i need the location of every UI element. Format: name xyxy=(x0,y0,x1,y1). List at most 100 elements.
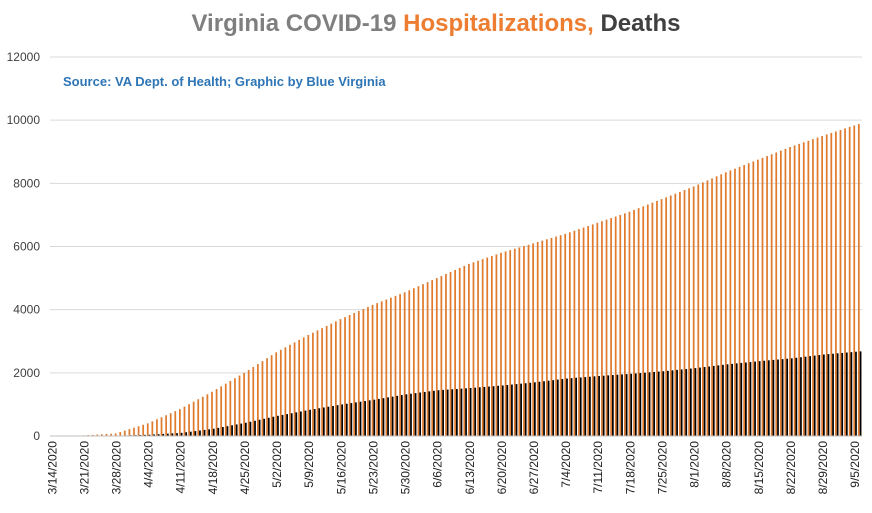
bar-deaths xyxy=(694,368,697,436)
bar-deaths xyxy=(790,358,793,436)
bar-hospitalizations xyxy=(426,282,429,436)
bar-hospitalizations xyxy=(729,170,732,437)
bar-hospitalizations xyxy=(550,237,553,436)
bar-deaths xyxy=(332,405,334,436)
bar-hospitalizations xyxy=(527,244,530,436)
bar-deaths xyxy=(231,425,233,436)
bar-hospitalizations xyxy=(279,349,282,436)
bar-deaths xyxy=(400,395,403,436)
bar-deaths xyxy=(176,433,178,436)
bar-hospitalizations xyxy=(403,292,406,436)
bar-hospitalizations xyxy=(270,355,273,436)
bar-deaths xyxy=(712,365,715,436)
x-tick-label: 5/23/2020 xyxy=(366,441,380,495)
bar-hospitalizations xyxy=(422,284,424,436)
bar-hospitalizations xyxy=(495,254,498,436)
bar-deaths xyxy=(524,383,527,436)
bar-deaths xyxy=(478,387,481,436)
bar-hospitalizations xyxy=(825,134,828,436)
bar-hospitalizations xyxy=(325,325,328,436)
bar-deaths xyxy=(277,415,279,436)
bar-deaths xyxy=(520,383,522,436)
bar-hospitalizations xyxy=(853,125,856,436)
bar-deaths xyxy=(359,401,362,436)
bar-deaths xyxy=(162,433,165,436)
bar-hospitalizations xyxy=(302,337,305,436)
bar-hospitalizations xyxy=(344,317,346,436)
bar-hospitalizations xyxy=(334,321,337,436)
bar-hospitalizations xyxy=(610,218,612,436)
bar-hospitalizations xyxy=(247,369,250,436)
bar-deaths xyxy=(166,433,169,436)
bar-hospitalizations xyxy=(757,159,759,436)
bar-deaths xyxy=(153,434,155,436)
bar-deaths xyxy=(818,355,821,436)
bar-deaths xyxy=(836,353,839,436)
bar-deaths xyxy=(318,408,321,436)
bar-deaths xyxy=(630,373,633,436)
bar-hospitalizations xyxy=(793,145,796,436)
bar-hospitalizations xyxy=(169,413,172,436)
bar-deaths xyxy=(437,390,440,436)
bar-hospitalizations xyxy=(477,260,479,436)
bar-deaths xyxy=(772,359,775,436)
bar-hospitalizations xyxy=(628,211,631,436)
bar-deaths xyxy=(327,406,330,436)
bar-deaths xyxy=(419,392,422,436)
bar-hospitalizations xyxy=(105,434,108,436)
x-tick-label: 5/2/2020 xyxy=(270,441,284,488)
y-tick-label: 8000 xyxy=(13,176,40,190)
bar-deaths xyxy=(552,380,555,436)
y-tick-label: 12000 xyxy=(7,50,41,64)
bar-deaths xyxy=(657,371,660,436)
bar-hospitalizations xyxy=(151,421,154,436)
bar-hospitalizations xyxy=(568,232,571,436)
bar-hospitalizations xyxy=(573,230,576,436)
bar-hospitalizations xyxy=(692,186,695,436)
bar-hospitalizations xyxy=(738,166,741,436)
bar-deaths xyxy=(226,426,229,436)
bar-hospitalizations xyxy=(146,423,149,436)
bar-hospitalizations xyxy=(770,154,773,436)
bar-hospitalizations xyxy=(486,257,489,436)
bar-deaths xyxy=(414,393,417,436)
bar-hospitalizations xyxy=(546,239,548,436)
bar-deaths xyxy=(304,410,307,436)
bar-deaths xyxy=(446,389,449,436)
bar-deaths xyxy=(547,380,550,436)
bar-deaths xyxy=(258,419,261,436)
bar-hospitalizations xyxy=(289,344,291,436)
bar-hospitalizations xyxy=(633,209,635,436)
bar-hospitalizations xyxy=(293,342,296,436)
chart-title: Virginia COVID-19 Hospitalizations, Deat… xyxy=(0,10,872,38)
bar-hospitalizations xyxy=(266,358,268,436)
bar-hospitalizations xyxy=(348,315,351,436)
bar-hospitalizations xyxy=(812,139,814,436)
bar-deaths xyxy=(731,363,733,436)
bar-hospitalizations xyxy=(275,352,278,436)
bar-hospitalizations xyxy=(669,195,672,436)
bar-deaths xyxy=(272,416,275,436)
bar-deaths xyxy=(676,369,678,436)
bar-deaths xyxy=(442,389,444,436)
x-tick-label: 9/5/2020 xyxy=(848,441,862,488)
bar-hospitalizations xyxy=(408,290,411,436)
x-tick-label: 3/14/2020 xyxy=(45,441,59,495)
bar-hospitalizations xyxy=(518,247,521,436)
bar-hospitalizations xyxy=(706,180,709,436)
bar-deaths xyxy=(745,362,747,436)
bar-hospitalizations xyxy=(624,213,626,436)
bar-deaths xyxy=(767,360,770,436)
bar-deaths xyxy=(639,373,642,436)
bar-hospitalizations xyxy=(224,383,227,436)
bar-deaths xyxy=(396,395,399,436)
bar-deaths xyxy=(859,351,862,436)
bar-hospitalizations xyxy=(642,206,645,436)
bar-deaths xyxy=(290,413,293,436)
bar-hospitalizations xyxy=(821,135,823,436)
bar-hospitalizations xyxy=(160,417,163,436)
bar-deaths xyxy=(533,382,536,436)
bar-deaths xyxy=(579,377,582,436)
